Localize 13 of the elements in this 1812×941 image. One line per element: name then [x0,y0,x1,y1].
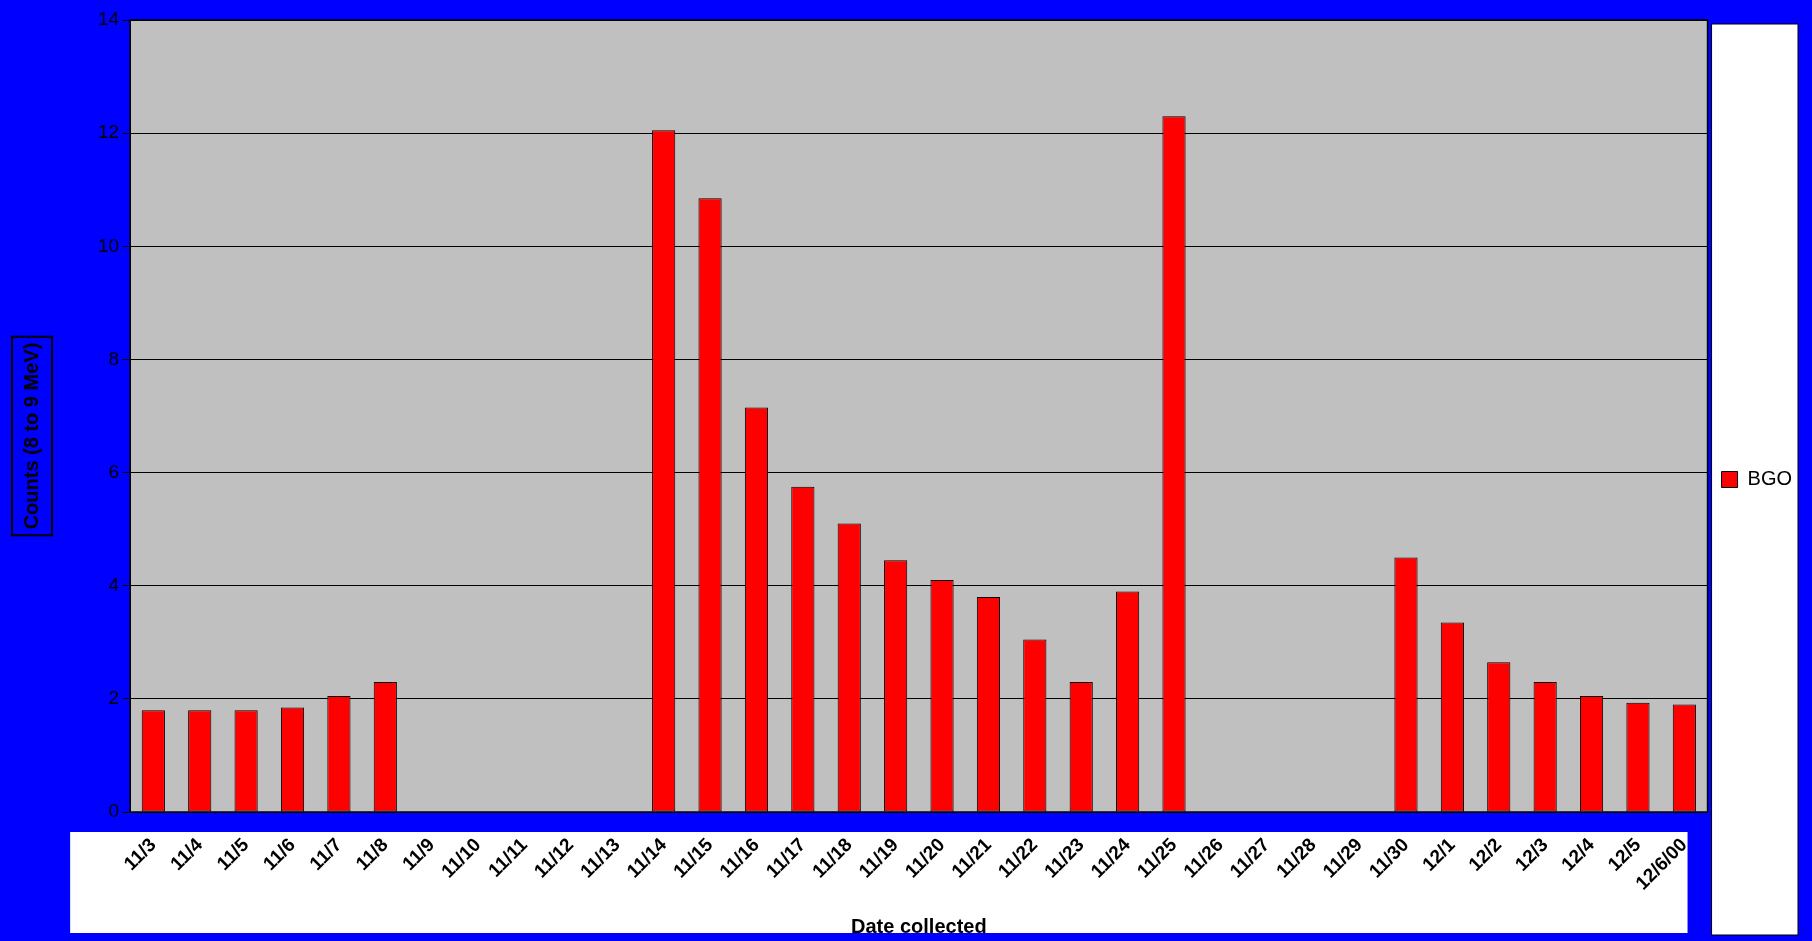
x-tick-label: 12/1 [1417,833,1460,875]
y-axis-title: Counts (8 to 9 MeV) [19,342,42,530]
y-tick-label: 8 [108,347,120,369]
y-tick-label: 12 [97,121,120,143]
y-tick-label: 4 [108,573,120,595]
x-tick-label: 11/9 [397,833,439,875]
legend-label: BGO [1747,467,1792,490]
x-axis-title: Date collected [851,914,987,937]
y-tick-label: 0 [108,800,120,822]
y-tick-label: 14 [97,8,120,30]
y-tick-label: 10 [97,234,120,256]
y-tick-label: 6 [108,460,120,482]
y-tick-label: 2 [108,687,120,709]
